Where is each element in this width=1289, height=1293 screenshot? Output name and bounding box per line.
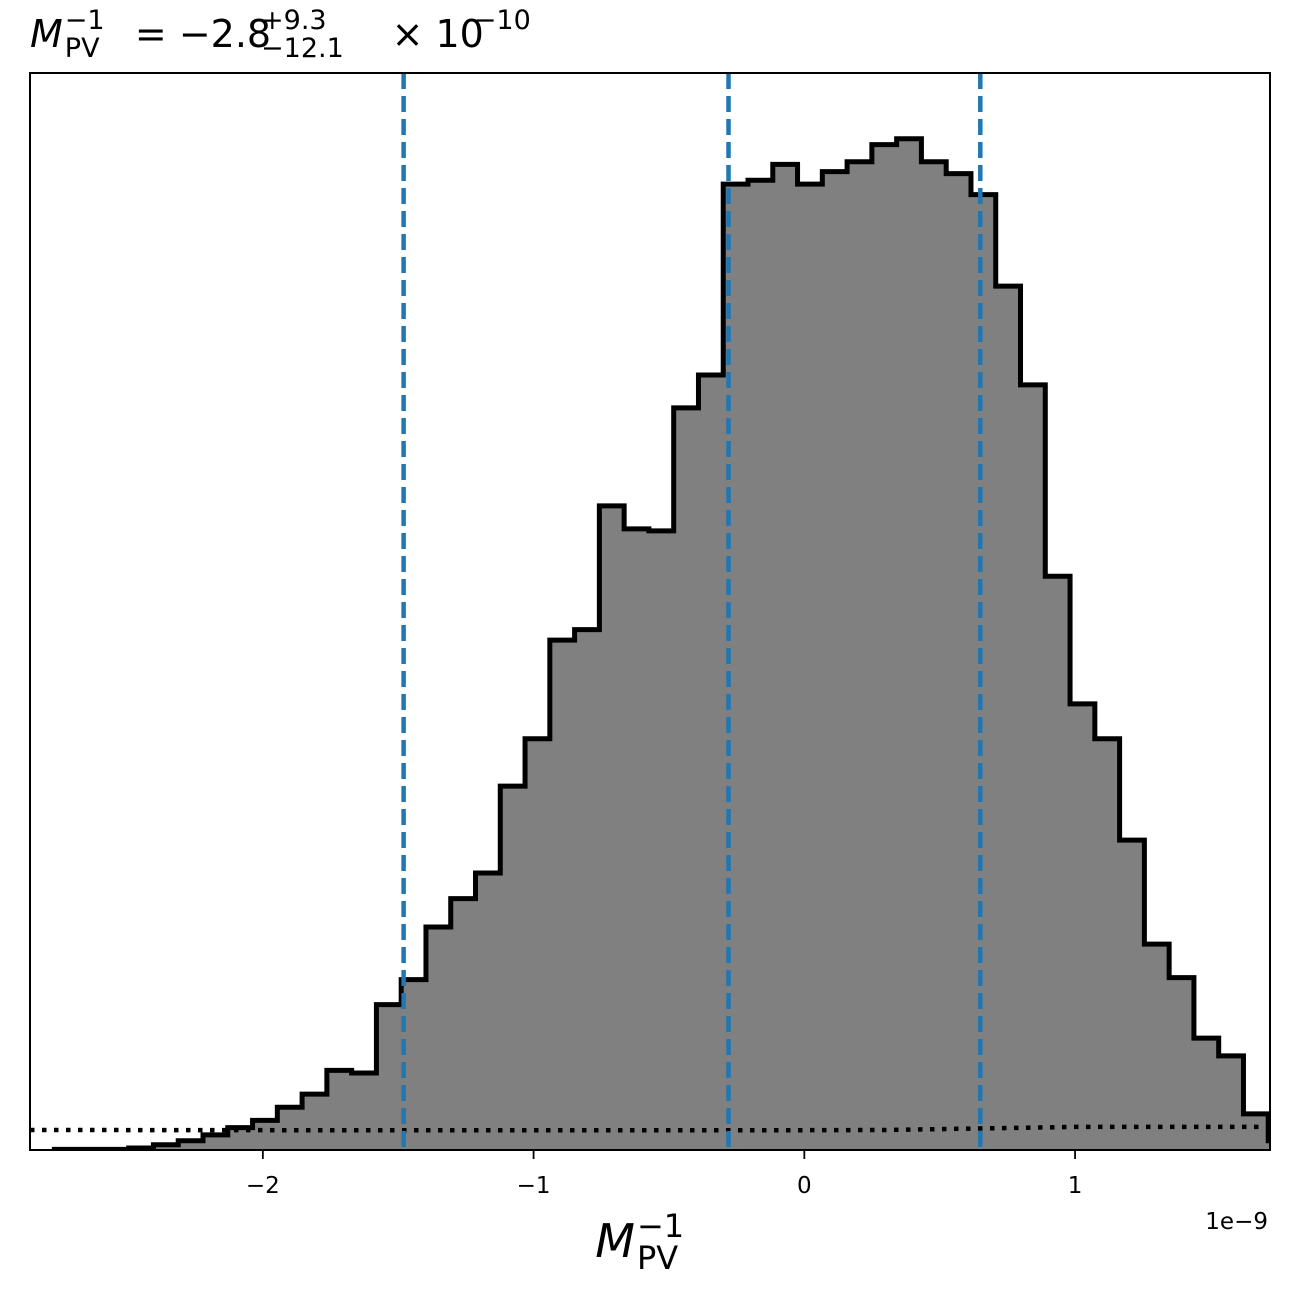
histogram-bin xyxy=(1243,1113,1269,1150)
histogram-bin xyxy=(970,194,997,1150)
chart-title: M−1 PV = −2.8+9.3 −12.1 × 10−10 xyxy=(30,5,531,64)
histogram-bin xyxy=(772,164,799,1150)
histogram-outline xyxy=(51,136,1270,1150)
x-axis-offset-label: 1e−9 xyxy=(1205,1209,1268,1235)
histogram-bin xyxy=(326,1070,353,1150)
histogram-bin xyxy=(1169,977,1195,1150)
histogram-bin xyxy=(797,184,823,1150)
histogram-bin xyxy=(1218,1055,1244,1150)
histogram-bin xyxy=(475,873,501,1150)
x-tick-label: 1 xyxy=(1068,1173,1083,1199)
x-tick-label: −1 xyxy=(517,1173,551,1199)
histogram-bin xyxy=(822,171,848,1150)
histogram-bin xyxy=(1268,1140,1270,1150)
plot-area xyxy=(29,72,1271,1151)
histogram-bin xyxy=(847,161,873,1150)
histogram-bin xyxy=(1094,738,1121,1150)
histogram-bin xyxy=(1045,576,1071,1150)
x-axis-ticks: −2 −1 0 1 xyxy=(246,1150,1083,1199)
histogram-bin xyxy=(723,184,749,1150)
histogram-bin xyxy=(698,374,724,1150)
histogram-bin xyxy=(376,1004,402,1150)
histogram-bin xyxy=(871,144,898,1150)
histogram-bin xyxy=(1070,703,1096,1150)
histogram-bin xyxy=(227,1127,254,1150)
histogram-bin xyxy=(525,738,551,1150)
plot-content xyxy=(30,73,1270,1150)
x-tick-label: 0 xyxy=(797,1173,812,1199)
histogram-bin xyxy=(153,1144,179,1150)
histogram-bin xyxy=(1144,944,1170,1150)
histogram-bin xyxy=(648,530,675,1150)
histogram-bin xyxy=(351,1073,377,1150)
histogram-bin xyxy=(624,528,650,1150)
histogram-bin xyxy=(748,180,774,1150)
x-tick-label: −2 xyxy=(246,1173,280,1199)
histogram-bin xyxy=(574,629,600,1150)
histogram-bin xyxy=(252,1120,278,1150)
histogram-bin xyxy=(1020,384,1046,1150)
histogram-bin xyxy=(1119,840,1145,1150)
histogram-bin xyxy=(425,926,452,1150)
histogram-bin xyxy=(599,505,625,1150)
histogram-bin xyxy=(549,640,576,1150)
histogram-bin xyxy=(896,138,922,1150)
histogram-bin xyxy=(1193,1038,1220,1150)
histogram-bin xyxy=(500,786,526,1150)
histogram-bin xyxy=(178,1140,204,1150)
axes-frame xyxy=(29,72,1271,1151)
histogram-bin xyxy=(995,286,1022,1150)
histogram-bin xyxy=(203,1134,229,1150)
histogram-bin xyxy=(921,161,947,1150)
x-axis-label: M−1 PV xyxy=(595,1207,684,1277)
histogram-bin xyxy=(450,898,477,1150)
histogram-bin xyxy=(946,173,972,1150)
histogram-bin xyxy=(673,407,699,1150)
histogram-bin xyxy=(277,1107,303,1150)
histogram-bin xyxy=(302,1094,328,1150)
